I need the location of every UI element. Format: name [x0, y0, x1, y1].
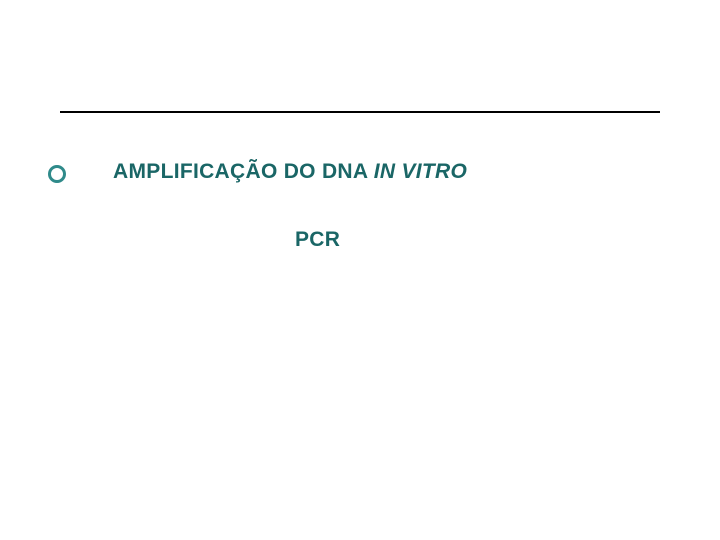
- title-italic-text: IN VITRO: [374, 160, 467, 183]
- divider-line: [60, 111, 660, 113]
- slide-subtitle: PCR: [295, 228, 340, 252]
- title-main-text: AMPLIFICAÇÃO DO DNA: [113, 160, 374, 183]
- slide-title: AMPLIFICAÇÃO DO DNA IN VITRO: [113, 160, 467, 184]
- bullet-ring-icon: [48, 165, 66, 183]
